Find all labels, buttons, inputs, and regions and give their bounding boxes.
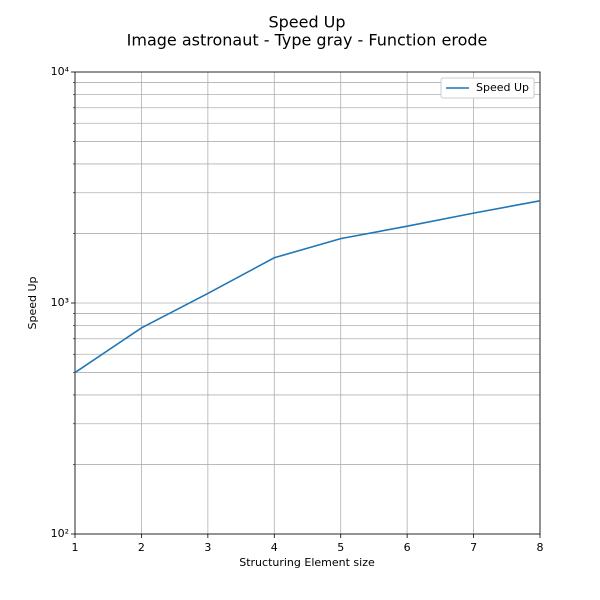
- y-tick-label: 10³: [51, 296, 69, 309]
- x-tick-label: 5: [337, 541, 344, 554]
- x-tick-label: 3: [204, 541, 211, 554]
- y-axis-label: Speed Up: [26, 276, 39, 329]
- x-axis-label: Structuring Element size: [239, 556, 375, 569]
- y-tick-label: 10²: [51, 527, 69, 540]
- legend-box: [440, 77, 535, 99]
- x-tick-label: 4: [271, 541, 278, 554]
- x-tick-label: 8: [537, 541, 544, 554]
- x-tick-label: 2: [138, 541, 145, 554]
- y-tick-label: 10⁴: [51, 65, 70, 78]
- x-tick-label: 6: [404, 541, 411, 554]
- line: [74, 200, 541, 374]
- x-tick-label: 7: [470, 541, 477, 554]
- chart-subtitle: Image astronaut - Type gray - Function e…: [127, 31, 488, 50]
- plot-frame: [74, 71, 541, 535]
- x-tick-label: 1: [72, 541, 79, 554]
- legend-label: Speed Up: [476, 81, 529, 94]
- chart-title: Speed Up: [268, 13, 345, 32]
